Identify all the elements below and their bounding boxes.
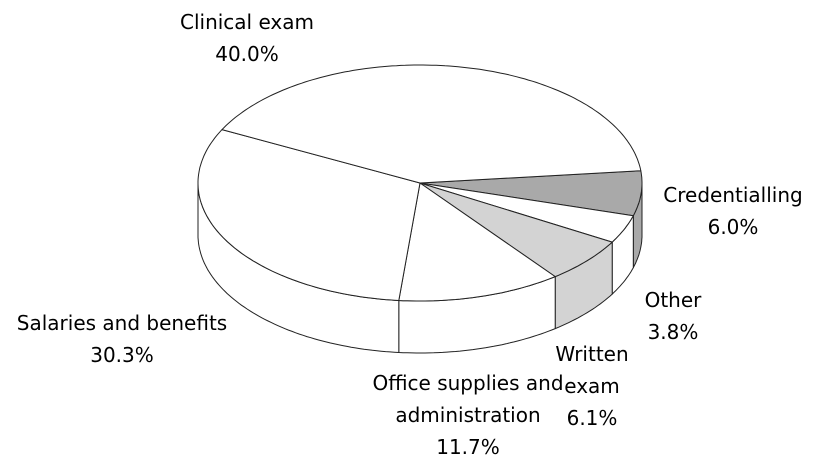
slice-value: 6.1% [566,406,618,430]
slice-name: Clinical exam [179,10,315,34]
slice-label: Credentialling 6.0% [663,179,802,243]
slice-name: Credentialling [663,183,803,207]
slice-name: Other [644,288,702,312]
slice [419,170,643,217]
slice-value: 40.0% [215,42,279,66]
slice [419,182,634,243]
slice-name: Office supplies and administration [372,371,564,427]
slice-label: Other 3.8% [645,284,702,348]
slice [221,64,642,184]
slice-value: 30.3% [90,343,154,367]
slice-value: 3.8% [647,320,699,344]
slice-label: Office supplies and administration 11.7% [363,367,573,463]
slice-value: 6.0% [707,215,759,239]
slice [197,129,421,301]
slice [419,182,613,278]
slice-label: Salaries and benefits 30.3% [17,307,227,371]
slice-label: Written exam 6.1% [547,338,637,434]
slice-label: Clinical exam 40.0% [180,6,314,70]
slice-name: Written exam [555,342,629,398]
slice [398,182,556,302]
slice-value: 11.7% [436,435,500,459]
slice-name: Salaries and benefits [16,311,228,335]
